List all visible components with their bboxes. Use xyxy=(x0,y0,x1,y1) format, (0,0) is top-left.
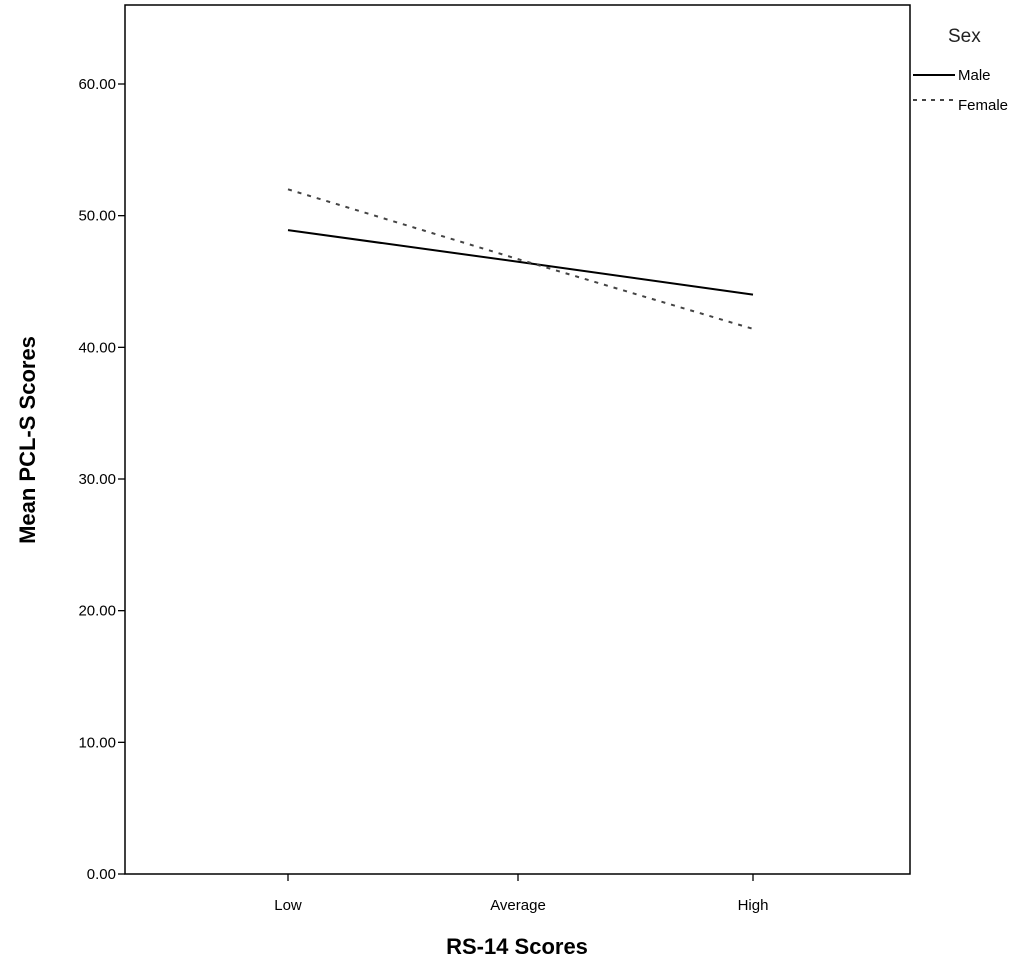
y-tick-label: 40.00 xyxy=(78,339,116,356)
plot-frame xyxy=(124,4,911,875)
y-axis-title: Mean PCL-S Scores xyxy=(15,336,40,544)
x-tick-label: High xyxy=(738,897,769,914)
x-tick-label: Low xyxy=(274,897,302,914)
series-line-female xyxy=(287,188,754,330)
series-line-male xyxy=(287,229,754,296)
y-tick-label: 10.00 xyxy=(78,734,116,751)
x-axis: Low Average High xyxy=(274,874,768,914)
y-tick-label: 50.00 xyxy=(78,208,116,225)
y-tick-label: 30.00 xyxy=(78,471,116,488)
series-lines xyxy=(287,188,754,330)
legend: Sex Male Female xyxy=(913,26,1008,114)
x-tick-label: Average xyxy=(490,897,546,914)
legend-label-female: Female xyxy=(958,97,1008,114)
legend-label-male: Male xyxy=(958,67,991,84)
y-axis: 0.00 10.00 20.00 30.00 40.00 50.00 60.00 xyxy=(78,76,125,883)
y-tick-label: 60.00 xyxy=(78,76,116,93)
x-axis-title: RS-14 Scores xyxy=(446,934,588,959)
legend-title: Sex xyxy=(948,26,981,47)
y-tick-label: 0.00 xyxy=(87,866,116,883)
y-tick-label: 20.00 xyxy=(78,603,116,620)
